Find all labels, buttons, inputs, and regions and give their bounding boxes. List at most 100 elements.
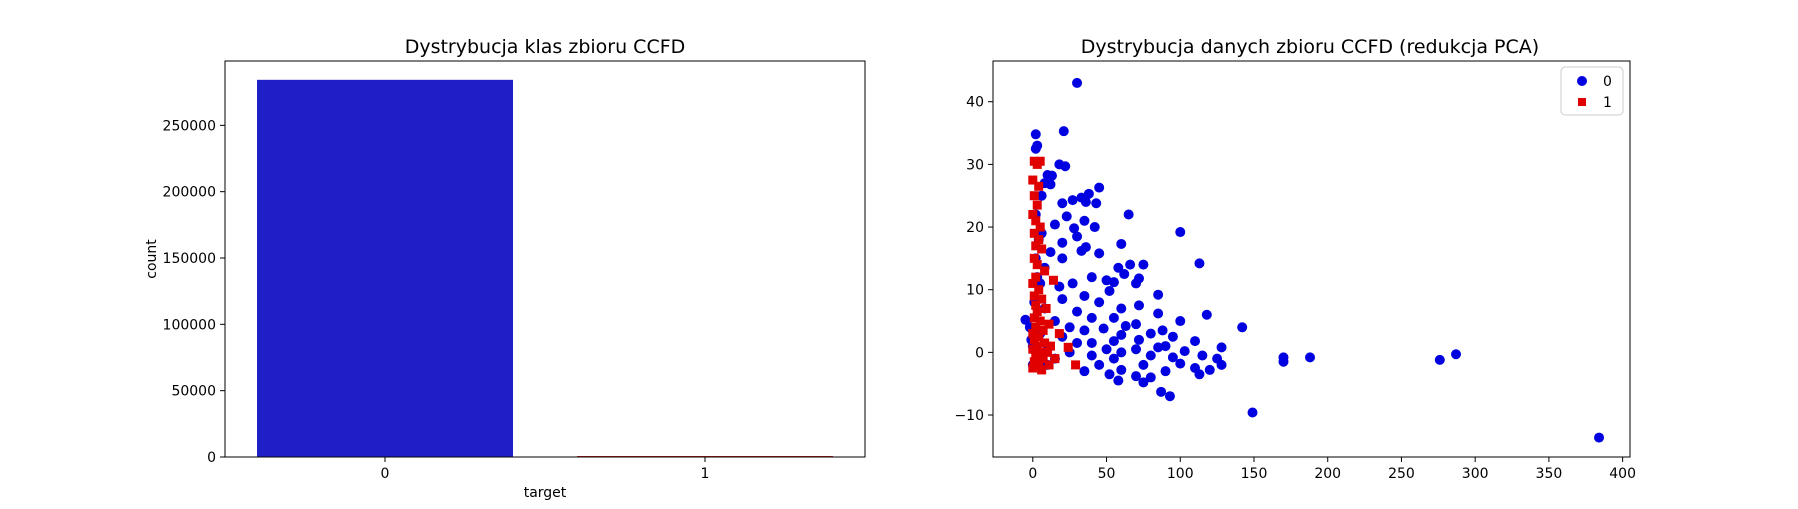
legend-marker-class-0 [1577,76,1587,86]
scatter-point-class-0 [1094,297,1105,308]
scatter-point-class-1 [1038,325,1048,335]
scatter-point-class-0 [1175,358,1186,369]
scatter-point-class-1 [1044,360,1054,370]
scatter-point-class-0 [1131,319,1142,330]
bar-x-axis-label: target [524,485,567,501]
scatter-point-class-0 [1046,170,1057,181]
scatter-x-tick-label: 400 [1609,466,1636,482]
scatter-point-class-1 [1032,260,1042,270]
scatter-point-class-1 [1029,191,1039,201]
scatter-point-class-1 [1040,266,1050,276]
scatter-point-class-1 [1037,365,1047,375]
scatter-x-tick-label: 150 [1241,466,1268,482]
scatter-point-class-0 [1104,285,1115,296]
scatter-point-class-1 [1043,347,1053,357]
bar-chart: Dystrybucja klas zbioru CCFD 0 50000 10000… [144,36,866,501]
scatter-point-class-0 [1156,386,1167,397]
scatter-point-class-0 [1116,238,1127,249]
scatter-point-class-0 [1069,223,1080,234]
scatter-point-class-0 [1160,366,1171,377]
scatter-y-axis: −10 0 10 20 30 40 [954,95,993,424]
scatter-point-class-1 [1028,210,1038,220]
scatter-point-class-0 [1067,278,1078,289]
scatter-point-class-0 [1061,211,1072,222]
scatter-marks [1020,77,1605,443]
scatter-point-class-0 [1153,289,1164,300]
scatter-point-class-0 [1116,329,1127,340]
scatter-point-class-0 [1057,253,1068,264]
scatter-point-class-1 [1028,175,1038,185]
scatter-point-class-0 [1133,300,1144,311]
bar-y-tick-label: 150000 [163,251,216,267]
scatter-point-class-1 [1029,228,1039,238]
scatter-point-class-1 [1028,363,1038,373]
bar-chart-frame [224,60,866,458]
scatter-point-class-0 [1067,195,1078,206]
scatter-point-class-1 [1041,304,1051,313]
scatter-point-class-1 [1054,329,1064,339]
bar-y-tick-label: 200000 [163,185,216,201]
scatter-point-class-0 [1072,77,1083,88]
scatter-y-tick-label: 40 [966,95,984,111]
scatter-point-class-1 [1034,235,1044,245]
scatter-point-class-0 [1116,364,1127,375]
scatter-point-class-1 [1029,313,1039,323]
scatter-point-class-1 [1035,316,1045,326]
scatter-point-class-0 [1079,290,1090,301]
scatter-point-class-0 [1089,222,1100,233]
scatter-point-class-0 [1278,356,1289,367]
bar-x-tick-label: 0 [381,466,390,482]
scatter-point-class-1 [1029,253,1039,263]
scatter-point-class-0 [1094,359,1105,370]
scatter-point-class-0 [1157,325,1168,336]
scatter-point-class-0 [1594,432,1605,443]
scatter-point-class-1 [1050,354,1060,364]
bar-y-tick-label: 0 [207,450,216,466]
scatter-point-class-0 [1153,308,1164,319]
scatter-y-tick-label: −10 [954,408,984,424]
scatter-point-class-0 [1116,303,1127,314]
scatter-point-class-0 [1164,391,1175,402]
scatter-point-class-0 [1104,369,1115,380]
scatter-chart-frame [992,60,1631,458]
scatter-point-class-0 [1120,321,1131,332]
bar-x-tick-label: 1 [701,466,710,482]
scatter-point-class-0 [1094,182,1105,193]
scatter-point-class-1 [1035,222,1045,232]
scatter-point-class-1 [1048,275,1058,285]
scatter-point-class-0 [1138,359,1149,370]
legend-label-class-0: 0 [1603,74,1612,90]
scatter-point-class-0 [1030,143,1041,154]
scatter-point-class-1 [1029,335,1039,345]
scatter-point-class-0 [1201,309,1212,320]
scatter-point-class-1 [1034,360,1044,370]
scatter-point-class-0 [1098,323,1109,334]
scatter-point-class-0 [1036,190,1047,201]
scatter-point-class-0 [1179,346,1190,357]
scatter-point-class-0 [1060,161,1071,172]
scatter-point-class-0 [1086,337,1097,348]
scatter-point-class-0 [1072,306,1083,317]
scatter-point-class-0 [1049,219,1060,230]
scatter-point-class-0 [1057,294,1068,305]
scatter-point-class-0 [1131,278,1142,289]
scatter-point-class-0 [1045,247,1056,258]
scatter-point-class-1 [1037,244,1047,254]
scatter-point-class-0 [1079,215,1090,226]
scatter-point-class-1 [1029,291,1039,301]
scatter-x-tick-label: 100 [1167,466,1194,482]
scatter-point-class-0 [1123,209,1134,220]
scatter-point-class-0 [1133,334,1144,345]
scatter-point-class-0 [1138,377,1149,388]
scatter-point-class-0 [1108,353,1119,364]
scatter-point-class-0 [1079,325,1090,336]
scatter-point-class-1 [1028,329,1038,339]
bar-y-axis-label: count [144,239,160,279]
scatter-y-tick-label: 0 [975,345,984,361]
scatter-point-class-0 [1237,322,1248,333]
legend-label-class-1: 1 [1603,95,1612,111]
scatter-point-class-1 [1034,285,1044,295]
scatter-x-tick-label: 0 [1028,466,1037,482]
bar-marks [257,79,833,457]
